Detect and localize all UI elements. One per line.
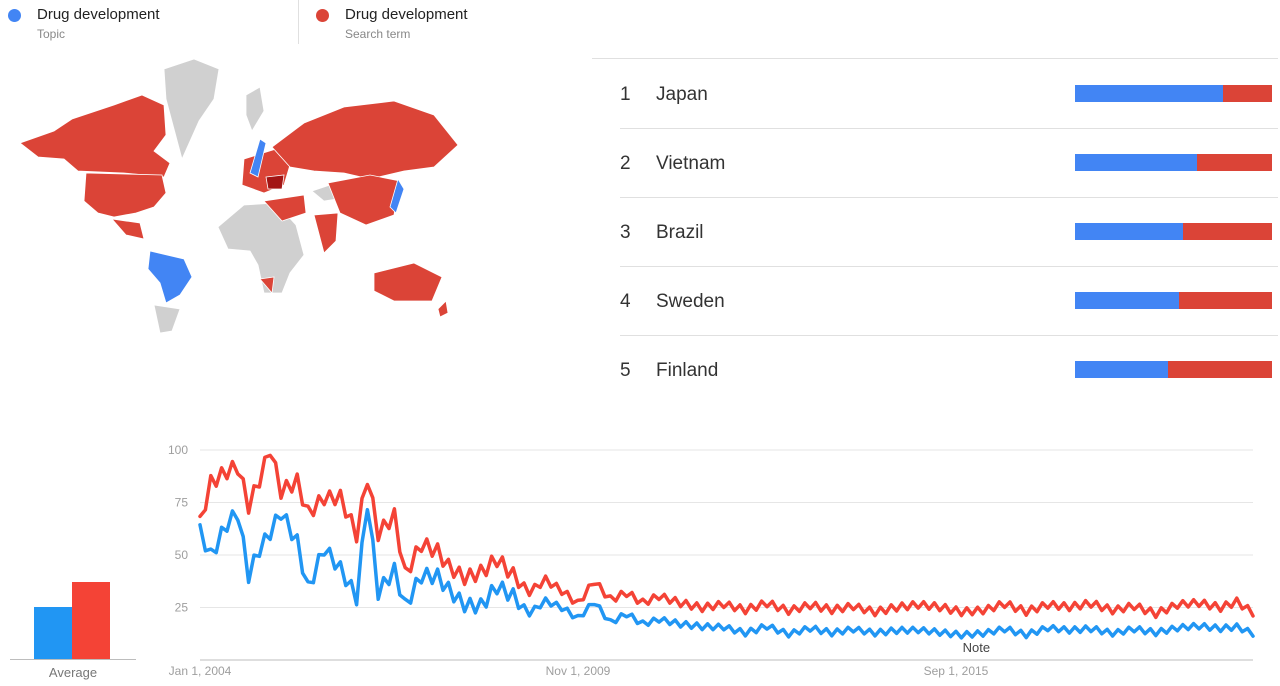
map-region-australia <box>373 262 443 302</box>
rank-comparison-bar <box>1075 223 1272 240</box>
ranking-row[interactable]: 2 Vietnam <box>620 128 1278 198</box>
rank-number: 5 <box>620 360 631 381</box>
map-region-greenland <box>163 58 220 161</box>
legend-term-type: Search term <box>345 27 411 41</box>
rank-number: 3 <box>620 222 631 243</box>
map-region-india <box>313 212 339 254</box>
legend-topic-name: Drug development <box>37 6 160 23</box>
rank-bar-term-segment <box>1183 223 1272 240</box>
legend-dot-term-icon <box>316 9 329 22</box>
rank-bar-topic-segment <box>1075 223 1184 240</box>
average-bar-term[interactable] <box>72 582 110 660</box>
rank-region-name: Vietnam <box>656 153 726 174</box>
legend-term-name: Drug development <box>345 6 468 23</box>
legend-topic-type: Topic <box>37 27 66 41</box>
map-region-sweden <box>249 138 267 178</box>
map-region-norway <box>245 86 265 132</box>
y-tick-label: 50 <box>175 548 189 562</box>
rank-bar-topic-segment <box>1075 154 1198 171</box>
rank-region-name: Sweden <box>656 291 725 312</box>
ranking-row[interactable]: 1 Japan <box>620 59 1278 129</box>
map-term-dark-regions <box>265 174 285 190</box>
y-tick-label: 100 <box>168 443 188 457</box>
legend-divider <box>298 0 299 44</box>
rank-bar-term-segment <box>1222 85 1272 102</box>
rank-number: 2 <box>620 153 631 174</box>
y-tick-label: 75 <box>175 496 189 510</box>
interest-over-time-chart[interactable]: 100 75 50 25 Jan 1, 2004 Nov 1, 2009 Sep 1, 20… <box>160 440 1260 684</box>
rank-comparison-bar <box>1075 292 1272 309</box>
map-region-russia <box>271 100 459 180</box>
map-region-canada <box>19 94 171 178</box>
rank-bar-term-segment <box>1197 154 1272 171</box>
rank-comparison-bar <box>1075 85 1272 102</box>
ranking-row[interactable]: 4 Sweden <box>620 266 1278 336</box>
average-label: Average <box>48 665 98 680</box>
rank-comparison-bar <box>1075 154 1272 171</box>
rank-bar-topic-segment <box>1075 361 1168 378</box>
series-line-topic <box>198 507 1255 640</box>
map-region-mexico <box>110 218 145 240</box>
rank-number: 4 <box>620 291 631 312</box>
rank-region-name: Japan <box>656 84 708 105</box>
average-bar-topic[interactable] <box>34 607 72 660</box>
map-region-china <box>327 174 401 226</box>
world-map[interactable] <box>14 55 466 337</box>
map-region-ukraine <box>265 174 285 190</box>
map-region-new-zealand <box>437 300 449 318</box>
rank-bar-topic-segment <box>1075 292 1180 309</box>
x-tick-label: Nov 1, 2009 <box>546 664 611 678</box>
y-tick-label: 25 <box>175 601 189 615</box>
average-chart: Average <box>10 580 136 680</box>
rank-bar-topic-segment <box>1075 85 1223 102</box>
rank-bar-term-segment <box>1167 361 1272 378</box>
x-tick-label: Sep 1, 2015 <box>924 664 989 678</box>
rank-bar-term-segment <box>1179 292 1272 309</box>
ranking-divider <box>592 58 1278 59</box>
map-region-south-america-south <box>153 304 181 334</box>
rank-comparison-bar <box>1075 361 1272 378</box>
chart-annotation-note: Note <box>963 640 990 655</box>
ranking-row[interactable]: 5 Finland <box>620 335 1278 404</box>
ranking-row[interactable]: 3 Brazil <box>620 197 1278 267</box>
average-axis-line <box>10 659 136 660</box>
rank-region-name: Brazil <box>656 222 704 243</box>
legend-dot-topic-icon <box>8 9 21 22</box>
map-region-japan <box>389 178 405 214</box>
map-region-south-africa <box>259 276 275 294</box>
map-region-brazil <box>147 250 193 304</box>
x-tick-label: Jan 1, 2004 <box>169 664 232 678</box>
map-no-data-regions <box>153 58 351 334</box>
rank-number: 1 <box>620 84 631 105</box>
rank-region-name: Finland <box>656 360 719 381</box>
map-region-middle-east <box>263 194 307 222</box>
map-term-regions <box>19 94 459 318</box>
map-region-united-states <box>83 172 167 218</box>
series-line-term <box>198 453 1255 620</box>
map-topic-regions <box>147 138 405 304</box>
